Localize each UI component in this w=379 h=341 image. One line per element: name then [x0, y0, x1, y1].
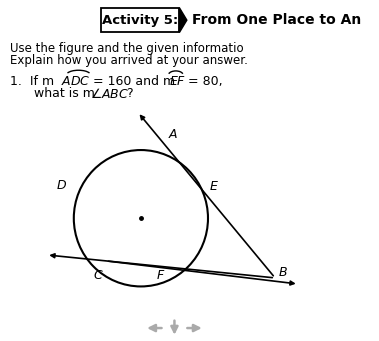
Text: D: D [56, 179, 66, 192]
Text: Use the figure and the given informatio: Use the figure and the given informatio [10, 42, 244, 55]
Text: $ADC$: $ADC$ [61, 75, 91, 88]
Text: what is m: what is m [34, 87, 94, 100]
Polygon shape [180, 8, 187, 32]
Text: $EF$: $EF$ [169, 75, 186, 88]
Text: = 160 and m: = 160 and m [89, 75, 175, 88]
Text: ?: ? [126, 87, 132, 100]
Text: B: B [279, 266, 288, 279]
Text: Explain how you arrived at your answer.: Explain how you arrived at your answer. [10, 54, 248, 67]
Text: A: A [169, 128, 177, 141]
Text: E: E [210, 180, 218, 193]
Text: From One Place to An: From One Place to An [192, 13, 361, 27]
Text: = 80,: = 80, [184, 75, 222, 88]
Text: C: C [94, 269, 103, 282]
Text: 1.  If m: 1. If m [10, 75, 54, 88]
FancyBboxPatch shape [101, 8, 180, 32]
Text: F: F [157, 269, 164, 282]
Text: Activity 5:: Activity 5: [102, 14, 178, 27]
Text: $\angle ABC$: $\angle ABC$ [90, 87, 129, 101]
